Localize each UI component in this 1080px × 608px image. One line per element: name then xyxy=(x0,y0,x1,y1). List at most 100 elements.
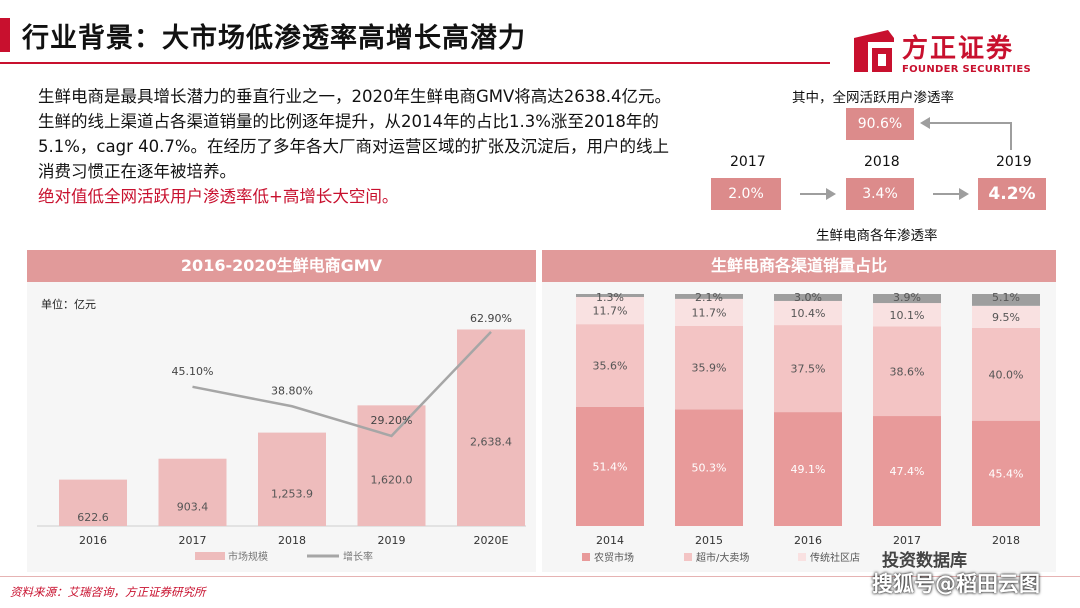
active-user-caption: 其中，全网活跃用户渗透率 xyxy=(792,90,954,106)
channel-bar-segment xyxy=(873,416,941,526)
channel-bar-segment xyxy=(774,300,842,326)
channel-legend-swatch xyxy=(684,553,692,561)
logo-name-en: FOUNDER SECURITIES xyxy=(902,64,1032,75)
gmv-growth-line: 45.10% 38.80% 29.20% 62.90% xyxy=(172,312,512,438)
channel-segment-label: 3.9% xyxy=(893,291,921,304)
channel-legend-swatch xyxy=(582,553,590,561)
penetration-caption: 生鲜电商各年渗透率 xyxy=(816,228,938,244)
title-accent xyxy=(0,18,10,52)
channel-bar-segment xyxy=(774,294,842,301)
gmv-bars: 622.6 903.4 1,253.9 1,620.0 2,638.4 xyxy=(59,329,525,526)
gmv-chart-title: 2016-2020生鲜电商GMV xyxy=(27,250,536,282)
channel-bar-segment xyxy=(972,420,1040,526)
channel-bar-segment xyxy=(576,297,644,325)
channel-segment-label: 11.7% xyxy=(692,306,727,319)
channel-segment-label: 37.5% xyxy=(791,363,826,376)
gmv-bar xyxy=(258,432,326,526)
logo-name-cn: 方正证券 xyxy=(902,34,1015,64)
channel-chart: 51.4%35.6%11.7%1.3%50.3%35.9%11.7%2.1%49… xyxy=(576,291,1040,564)
gmv-x-tick: 2017 xyxy=(179,534,207,547)
penetration-year-2019: 2019 xyxy=(996,154,1032,170)
channel-segment-label: 50.3% xyxy=(692,462,727,475)
penetration-box-2019: 4.2% xyxy=(978,178,1046,210)
channel-segment-label: 10.4% xyxy=(791,307,826,320)
channel-bar-segment xyxy=(873,294,941,304)
intro-paragraph-2: 生鲜的线上渠道占各渠道销量的比例逐年提升，从2014年的占比1.3%涨至2018… xyxy=(38,112,670,181)
channel-bar-segment xyxy=(675,294,743,299)
channel-chart-title: 生鲜电商各渠道销量占比 xyxy=(542,250,1056,282)
channel-segment-label: 5.1% xyxy=(992,291,1020,304)
channel-segment-label: 11.7% xyxy=(593,305,628,318)
channel-bars: 51.4%35.6%11.7%1.3%50.3%35.9%11.7%2.1%49… xyxy=(576,291,1040,526)
founder-logo-icon xyxy=(854,30,894,72)
penetration-box-2018: 3.4% xyxy=(846,178,914,210)
gmv-x-tick: 2018 xyxy=(278,534,306,547)
penetration-year-2017: 2017 xyxy=(730,154,766,170)
gmv-growth-label: 45.10% xyxy=(172,365,214,378)
gmv-growth-label: 62.90% xyxy=(470,312,512,325)
channel-bar-segment xyxy=(972,327,1040,421)
gmv-bar xyxy=(357,405,426,526)
title-bar: 行业背景：大市场低渗透率高增长高潜力 xyxy=(0,0,1080,70)
channel-segment-label: 9.5% xyxy=(992,311,1020,324)
gmv-bar xyxy=(158,458,227,526)
channel-bar-segment xyxy=(576,324,644,407)
channel-legend-label: 超市/大卖场 xyxy=(696,551,749,564)
channel-x-tick: 2014 xyxy=(596,534,624,547)
channel-segment-label: 10.1% xyxy=(890,309,925,322)
channel-x-tick: 2017 xyxy=(893,534,921,547)
gmv-bar-label: 1,620.0 xyxy=(371,474,413,487)
channel-x-tick: 2015 xyxy=(695,534,723,547)
channel-bar-segment xyxy=(873,303,941,327)
channel-bar-segment xyxy=(774,325,842,413)
source-note: 资料来源：艾瑞咨询，方正证券研究所 xyxy=(10,585,206,599)
channel-segment-label: 1.3% xyxy=(596,291,624,304)
gmv-chart: 单位：亿元 622.6 903.4 1,253.9 1,620.0 2,638.4 45… xyxy=(37,297,526,563)
active-user-penetration-box: 90.6% xyxy=(846,108,914,140)
channel-segment-label: 49.1% xyxy=(791,463,826,476)
gmv-growth-polyline xyxy=(192,331,492,438)
elbow-arrow-icon xyxy=(920,117,1012,150)
channel-bar-segment xyxy=(972,294,1040,306)
footer-rule xyxy=(0,576,1080,577)
gmv-bar-label: 903.4 xyxy=(177,500,209,513)
channel-segment-label: 45.4% xyxy=(989,467,1024,480)
gmv-bar xyxy=(59,479,127,526)
channel-bar-segment xyxy=(576,294,644,298)
legend-label-market-size: 市场规模 xyxy=(228,550,268,563)
channel-segment-label: 40.0% xyxy=(989,368,1024,381)
channel-legend-swatch xyxy=(798,553,806,561)
gmv-x-labels: 2016 2017 2018 2019 2020E xyxy=(79,534,509,547)
gmv-legend: 市场规模 增长率 xyxy=(195,550,373,563)
founder-logo: 方正证券 FOUNDER SECURITIES xyxy=(848,28,1038,78)
gmv-bar-label: 1,253.9 xyxy=(271,487,313,500)
legend-swatch-market-size xyxy=(195,552,225,560)
arrow-right-icon xyxy=(800,188,836,200)
page-title: 行业背景：大市场低渗透率高增长高潜力 xyxy=(22,23,526,54)
watermark: 搜狐号@稻田云图 xyxy=(872,572,1040,596)
channel-x-labels: 2014 2015 2016 2017 2018 xyxy=(596,534,1020,547)
channel-bar-segment xyxy=(774,412,842,526)
channel-segment-label: 35.6% xyxy=(593,359,628,372)
gmv-unit-label: 单位：亿元 xyxy=(41,297,96,311)
legend-label-growth: 增长率 xyxy=(343,550,373,563)
channel-legend-label: 传统社区店 xyxy=(810,551,860,564)
channel-segment-label: 3.0% xyxy=(794,291,822,304)
gmv-x-tick: 2019 xyxy=(378,534,406,547)
channel-segment-label: 51.4% xyxy=(593,460,628,473)
gmv-bar-label: 622.6 xyxy=(77,511,109,524)
gmv-growth-label: 29.20% xyxy=(371,414,413,427)
intro-text: 生鲜电商是最具增长潜力的垂直行业之一，2020年生鲜电商GMV将高达2638.4… xyxy=(38,84,678,209)
channel-bar-segment xyxy=(675,326,743,410)
channel-legend: 农贸市场 超市/大卖场 传统社区店 xyxy=(582,551,860,564)
gmv-x-tick: 2016 xyxy=(79,534,107,547)
channel-x-tick: 2018 xyxy=(992,534,1020,547)
channel-segment-label: 35.9% xyxy=(692,362,727,375)
watermark-top: 投资数据库 xyxy=(882,551,967,571)
gmv-bar-label: 2,638.4 xyxy=(470,436,512,449)
channel-bar-segment xyxy=(873,326,941,417)
channel-legend-label: 农贸市场 xyxy=(594,551,634,564)
channel-segment-label: 38.6% xyxy=(890,365,925,378)
penetration-box-2017: 2.0% xyxy=(711,178,781,210)
intro-paragraph-1: 生鲜电商是最具增长潜力的垂直行业之一，2020年生鲜电商GMV将高达2638.4… xyxy=(38,87,672,106)
